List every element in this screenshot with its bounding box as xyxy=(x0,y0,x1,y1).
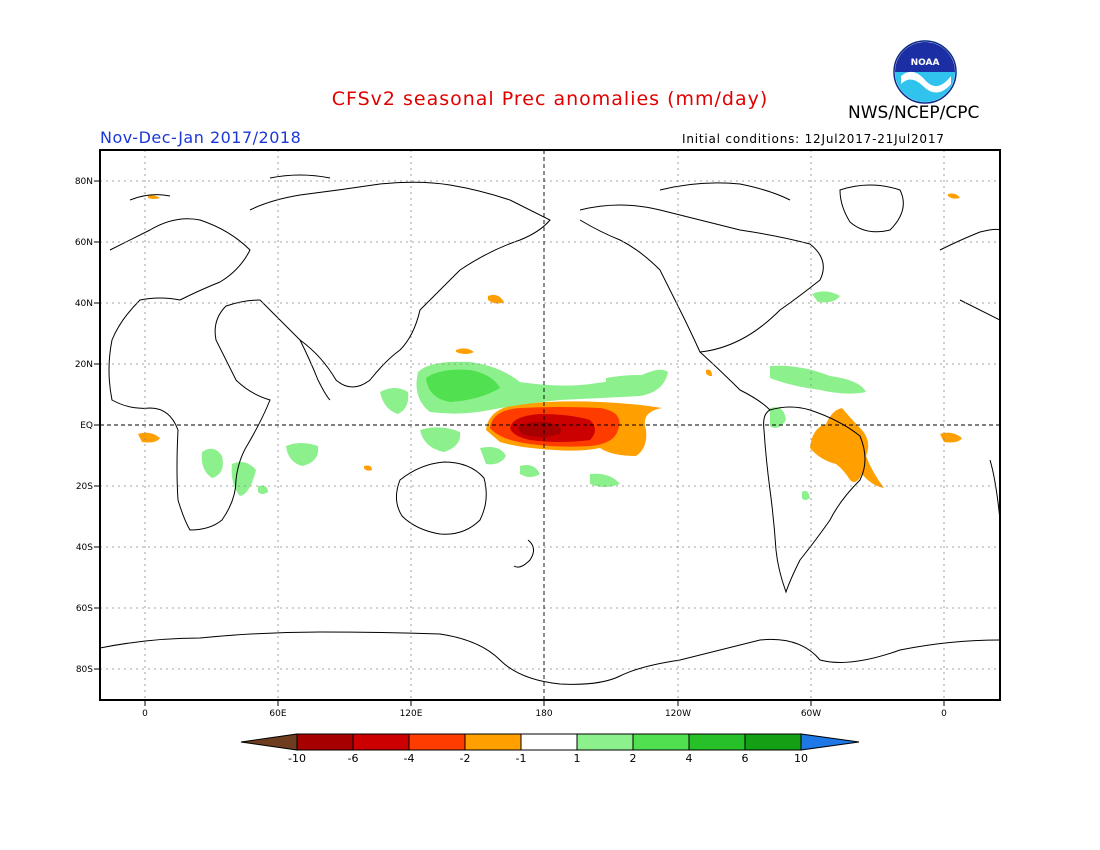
wet-anomaly-mid-wpac xyxy=(426,369,500,402)
noaa-logo-text: NOAA xyxy=(911,58,940,68)
colorbar-label: -4 xyxy=(404,752,415,765)
equator-and-dateline xyxy=(100,150,1000,700)
forecast-period: Nov-Dec-Jan 2017/2018 xyxy=(100,128,302,147)
colorbar-label: -10 xyxy=(288,752,306,765)
colorbar-label: 1 xyxy=(574,752,581,765)
colorbar-box xyxy=(520,733,578,751)
lat-label: 40S xyxy=(76,543,93,553)
lat-label: 20N xyxy=(75,360,93,370)
lon-label: 60E xyxy=(269,709,286,719)
colorbar-label: 10 xyxy=(794,752,808,765)
noaa-logo-icon: NOAA xyxy=(893,40,957,104)
lat-label: 80S xyxy=(76,665,93,675)
colorbar-box xyxy=(632,733,690,751)
lat-label: 40N xyxy=(75,299,93,309)
colorbar-label: -6 xyxy=(348,752,359,765)
lon-label: 120W xyxy=(665,709,691,719)
lon-label: 60W xyxy=(801,709,821,719)
anomaly-shading xyxy=(138,193,962,500)
colorbar-label: 2 xyxy=(630,752,637,765)
colorbar-box xyxy=(352,733,410,751)
agency-label: NWS/NCEP/CPC xyxy=(848,103,980,123)
graticule xyxy=(100,150,1000,700)
lon-label: 180 xyxy=(535,709,552,719)
colorbar-label: 6 xyxy=(742,752,749,765)
lat-label: 20S xyxy=(76,482,93,492)
lat-label: EQ xyxy=(80,421,93,431)
colorbar-box xyxy=(408,733,466,751)
colorbar-label: -2 xyxy=(460,752,471,765)
colorbar-arrow-low xyxy=(240,733,298,751)
dry-anomaly-south-america xyxy=(810,408,884,488)
initial-conditions: Initial conditions: 12Jul2017-21Jul2017 xyxy=(682,132,945,146)
lon-label: 0 xyxy=(142,709,148,719)
colorbar-arrow-high xyxy=(800,733,860,751)
lat-label: 60N xyxy=(75,238,93,248)
colorbar: -10 -6 -4 -2 -1 1 2 4 6 10 xyxy=(240,733,860,765)
colorbar-box xyxy=(744,733,802,751)
colorbar-box xyxy=(464,733,522,751)
colorbar-box xyxy=(296,733,354,751)
colorbar-label: 4 xyxy=(686,752,693,765)
coastlines xyxy=(100,174,1000,685)
colorbar-box xyxy=(576,733,634,751)
lat-label: 80N xyxy=(75,177,93,187)
lon-label: 120E xyxy=(400,709,423,719)
lat-label: 60S xyxy=(76,604,93,614)
colorbar-label: -1 xyxy=(516,752,527,765)
map-title: CFSv2 seasonal Prec anomalies (mm/day) xyxy=(331,88,769,110)
colorbar-box xyxy=(688,733,746,751)
lon-label: 0 xyxy=(941,709,947,719)
